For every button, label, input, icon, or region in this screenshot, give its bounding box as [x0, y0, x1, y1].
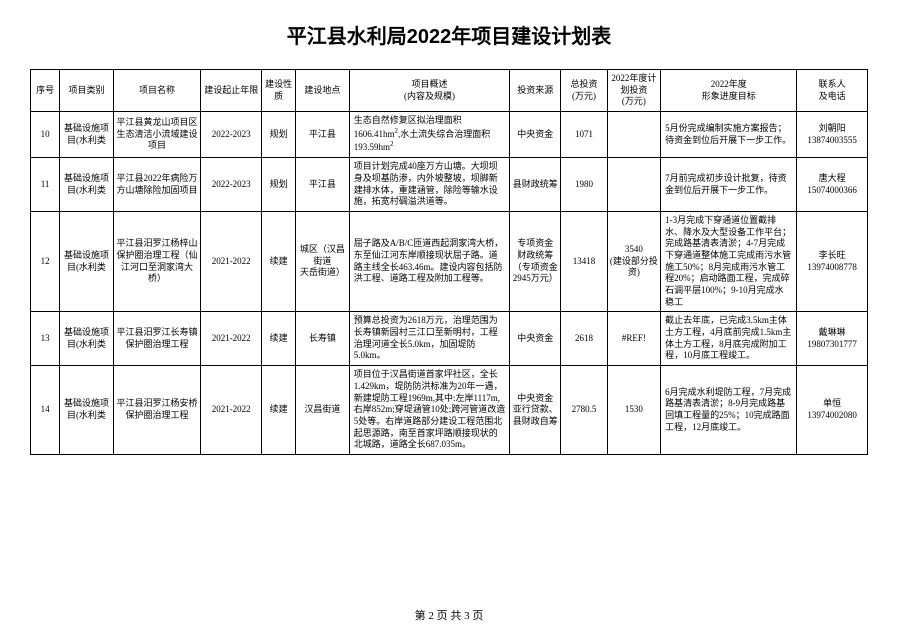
- cell-location: 平江县: [296, 158, 350, 212]
- cell-contact: 唐大程15074000366: [797, 158, 868, 212]
- cell-plan: 1530: [607, 366, 661, 455]
- cell-goal: 1-3月完成下穿通道位置截排水、降水及大型设备工作平台；完成路基清表清淤；4-7…: [661, 211, 797, 312]
- cell-name: 平江县汨罗江杨梓山保护圈治理工程（仙江河口至洞家湾大 桥）: [113, 211, 201, 312]
- cell-source: 专项资金财政统筹（专项资金2945万元）: [510, 211, 561, 312]
- cell-source: 县财政统筹: [510, 158, 561, 212]
- table-row: 10基础设施项目(水利类平江县黄龙山项目区生态清洁小流域建设项目2022-202…: [31, 112, 868, 158]
- cell-seq: 13: [31, 312, 60, 366]
- col-type: 项目类别: [60, 70, 114, 112]
- cell-name: 平江县汨罗江长寿镇保护圈治理工程: [113, 312, 201, 366]
- cell-type: 基础设施项目(水利类: [60, 312, 114, 366]
- cell-goal: 7月前完成初步设计批复，待资金到位后开展下一步工作。: [661, 158, 797, 212]
- cell-contact: 单恒13974002080: [797, 366, 868, 455]
- col-nature: 建设性质: [262, 70, 296, 112]
- cell-name: 平江县汨罗江杨安桥保护圈治理工程: [113, 366, 201, 455]
- table-row: 13基础设施项目(水利类平江县汨罗江长寿镇保护圈治理工程2021-2022续建长…: [31, 312, 868, 366]
- cell-plan: [607, 112, 661, 158]
- cell-period: 2022-2023: [201, 112, 262, 158]
- cell-overview: 屈子路及A/B/C匝道西起洞家湾大桥，东至仙江河东岸顺接现状屈子路。道路主线全长…: [349, 211, 510, 312]
- col-source: 投资来源: [510, 70, 561, 112]
- cell-nature: 续建: [262, 211, 296, 312]
- cell-location: 长寿镇: [296, 312, 350, 366]
- cell-type: 基础设施项目(水利类: [60, 112, 114, 158]
- cell-total: 2780.5: [561, 366, 607, 455]
- cell-overview: 项目计划完成40座万方山塘。大坝坝身及坝基防渗，内外坡整坡，坝脚新建排水体，重建…: [349, 158, 510, 212]
- cell-period: 2021-2022: [201, 211, 262, 312]
- cell-seq: 11: [31, 158, 60, 212]
- page-footer: 第 2 页 共 3 页: [0, 607, 898, 623]
- cell-name: 平江县黄龙山项目区生态清洁小流域建设项目: [113, 112, 201, 158]
- cell-nature: 规划: [262, 158, 296, 212]
- cell-source: 中央资金亚行贷款、县财政自筹: [510, 366, 561, 455]
- col-location: 建设地点: [296, 70, 350, 112]
- cell-plan: 3540(建设部分投资): [607, 211, 661, 312]
- page-title: 平江县水利局2022年项目建设计划表: [30, 20, 868, 49]
- cell-total: 13418: [561, 211, 607, 312]
- cell-period: 2022-2023: [201, 158, 262, 212]
- cell-goal: 截止去年底，已完成3.5km主体土方工程，4月底前完成1.5km主体土方工程，8…: [661, 312, 797, 366]
- cell-total: 1071: [561, 112, 607, 158]
- cell-type: 基础设施项目(水利类: [60, 211, 114, 312]
- col-period: 建设起止年限: [201, 70, 262, 112]
- cell-location: 城区（汉昌街道天岳街道）: [296, 211, 350, 312]
- table-row: 11基础设施项目(水利类平江县2022年病险万方山塘除险加固项目2022-202…: [31, 158, 868, 212]
- cell-contact: 刘朝阳13874003555: [797, 112, 868, 158]
- cell-location: 汉昌街道: [296, 366, 350, 455]
- cell-period: 2021-2022: [201, 366, 262, 455]
- table-row: 12基础设施项目(水利类平江县汨罗江杨梓山保护圈治理工程（仙江河口至洞家湾大 桥…: [31, 211, 868, 312]
- cell-source: 中央资金: [510, 112, 561, 158]
- cell-seq: 12: [31, 211, 60, 312]
- project-table: 序号 项目类别 项目名称 建设起止年限 建设性质 建设地点 项目概述(内容及规模…: [30, 69, 868, 455]
- cell-seq: 14: [31, 366, 60, 455]
- cell-name: 平江县2022年病险万方山塘除险加固项目: [113, 158, 201, 212]
- cell-period: 2021-2022: [201, 312, 262, 366]
- cell-type: 基础设施项目(水利类: [60, 158, 114, 212]
- col-contact: 联系人及电话: [797, 70, 868, 112]
- cell-goal: 5月份完成编制实施方案报告；待资金到位后开展下一步工作。: [661, 112, 797, 158]
- col-seq: 序号: [31, 70, 60, 112]
- col-overview: 项目概述(内容及规模): [349, 70, 510, 112]
- cell-nature: 续建: [262, 366, 296, 455]
- cell-overview: 项目位于汉昌街道首家坪社区，全长1.429km，堤防防洪标准为20年一遇，新建堤…: [349, 366, 510, 455]
- cell-overview: 生态自然修复区拟治理面积1606.41hm2,水土流失综合治理面积193.59h…: [349, 112, 510, 158]
- table-row: 14基础设施项目(水利类平江县汨罗江杨安桥保护圈治理工程2021-2022续建汉…: [31, 366, 868, 455]
- col-name: 项目名称: [113, 70, 201, 112]
- cell-contact: 戴琳琳19807301777: [797, 312, 868, 366]
- cell-goal: 6月完成水利堤防工程，7月完成路基清表清淤；8-9月完成路基回填工程量的25%；…: [661, 366, 797, 455]
- cell-nature: 规划: [262, 112, 296, 158]
- cell-overview: 预算总投资为2618万元，治理范围为长寿镇新园村三江口至新明村，工程治理河道全长…: [349, 312, 510, 366]
- cell-location: 平江县: [296, 112, 350, 158]
- cell-nature: 续建: [262, 312, 296, 366]
- cell-seq: 10: [31, 112, 60, 158]
- col-total: 总投资(万元): [561, 70, 607, 112]
- cell-type: 基础设施项目(水利类: [60, 366, 114, 455]
- cell-total: 2618: [561, 312, 607, 366]
- col-goal: 2022年度形象进度目标: [661, 70, 797, 112]
- col-plan: 2022年度计划投资(万元): [607, 70, 661, 112]
- cell-plan: #REF!: [607, 312, 661, 366]
- header-row: 序号 项目类别 项目名称 建设起止年限 建设性质 建设地点 项目概述(内容及规模…: [31, 70, 868, 112]
- cell-source: 中央资金: [510, 312, 561, 366]
- cell-plan: [607, 158, 661, 212]
- cell-total: 1980: [561, 158, 607, 212]
- cell-contact: 李长旺13974008778: [797, 211, 868, 312]
